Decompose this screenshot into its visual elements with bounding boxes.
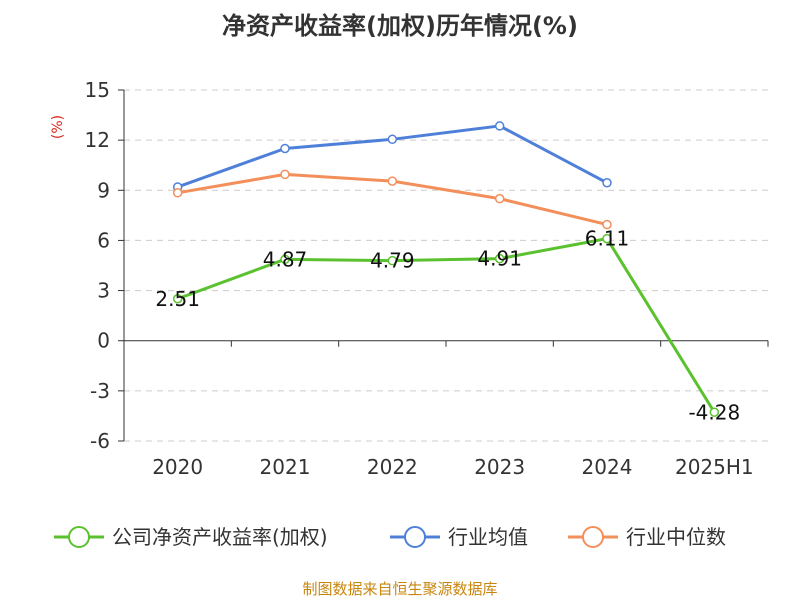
gridlines — [124, 89, 768, 442]
x-tick-label: 2023 — [474, 455, 525, 479]
data-point-industry-avg — [280, 143, 290, 154]
data-label: 4.87 — [263, 247, 308, 271]
series-line-company — [177, 237, 716, 414]
y-tick-label: 15 — [85, 78, 110, 102]
y-tick-label: 0 — [97, 329, 110, 353]
data-point-company — [709, 407, 720, 418]
x-tick-label: 2022 — [367, 455, 418, 479]
axes: 15 12 9 6 3 0 -3 -6 2020 2021 2022 2023 2024 2025H1 — [85, 78, 769, 479]
legend: 公司净资产收益率(加权) 行业均值 行业中位数 — [54, 525, 726, 549]
y-tick-label: -3 — [90, 379, 110, 403]
data-label: 6.11 — [585, 227, 630, 251]
legend-item-company: 公司净资产收益率(加权) — [54, 525, 328, 549]
y-tick-label: 3 — [97, 279, 110, 303]
data-label: 4.91 — [477, 247, 522, 271]
data-point-industry-avg — [494, 121, 505, 131]
data-point-industry-avg — [602, 178, 612, 188]
data-point-company — [387, 255, 398, 266]
data-point-company — [280, 254, 290, 265]
series-lines — [172, 121, 720, 418]
data-point-company — [494, 253, 505, 264]
data-point-industry-avg — [387, 134, 398, 145]
data-point-industry-median — [602, 219, 612, 230]
legend-item-industry-avg: 行业均值 — [390, 525, 528, 549]
data-label: -4.28 — [688, 400, 740, 424]
legend-label: 行业均值 — [448, 525, 528, 549]
y-tick-label: 9 — [97, 178, 110, 202]
legend-item-industry-median: 行业中位数 — [568, 525, 726, 549]
y-tick-label: -6 — [90, 429, 110, 453]
data-point-industry-median — [387, 176, 398, 186]
legend-swatch-marker — [68, 526, 90, 548]
data-source-note: 制图数据来自恒生聚源数据库 — [302, 580, 498, 598]
legend-label: 公司净资产收益率(加权) — [112, 525, 328, 549]
y-tick-label: 6 — [97, 228, 110, 252]
data-label: 4.79 — [370, 249, 415, 273]
data-point-industry-median — [280, 169, 290, 180]
data-label: 2.51 — [155, 287, 200, 311]
data-point-industry-median — [172, 188, 183, 198]
y-tick-label: 12 — [85, 128, 110, 152]
x-tick-label: 2024 — [582, 455, 633, 479]
data-point-company — [602, 233, 612, 244]
data-labels: 2.51 4.87 4.79 4.91 6.11 -4.28 — [155, 227, 740, 425]
legend-swatch-marker — [582, 526, 604, 548]
data-point-industry-median — [494, 193, 505, 204]
data-point-company — [172, 294, 183, 304]
x-tick-label: 2025H1 — [675, 455, 754, 479]
legend-swatch-marker — [404, 526, 426, 548]
y-axis-unit-label: (%) — [50, 115, 66, 139]
x-tick-label: 2020 — [152, 455, 203, 479]
x-tick-label: 2021 — [260, 455, 311, 479]
chart-title: 净资产收益率(加权)历年情况(%) — [222, 12, 578, 40]
legend-label: 行业中位数 — [626, 525, 726, 549]
